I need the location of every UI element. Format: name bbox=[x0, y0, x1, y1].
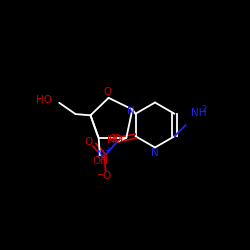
Text: N: N bbox=[127, 106, 135, 116]
Text: O: O bbox=[103, 172, 111, 181]
Text: HO: HO bbox=[36, 95, 52, 105]
Text: O: O bbox=[112, 134, 120, 144]
Text: O: O bbox=[108, 134, 116, 144]
Text: −: − bbox=[96, 170, 104, 178]
Text: OH: OH bbox=[92, 156, 108, 166]
Text: 2: 2 bbox=[201, 106, 206, 114]
Text: N: N bbox=[97, 150, 104, 160]
Text: N: N bbox=[151, 148, 159, 158]
Text: O: O bbox=[103, 87, 112, 97]
Text: O: O bbox=[85, 137, 93, 147]
Text: HO: HO bbox=[107, 135, 123, 145]
Text: +: + bbox=[104, 146, 110, 155]
Text: NH: NH bbox=[191, 108, 207, 118]
